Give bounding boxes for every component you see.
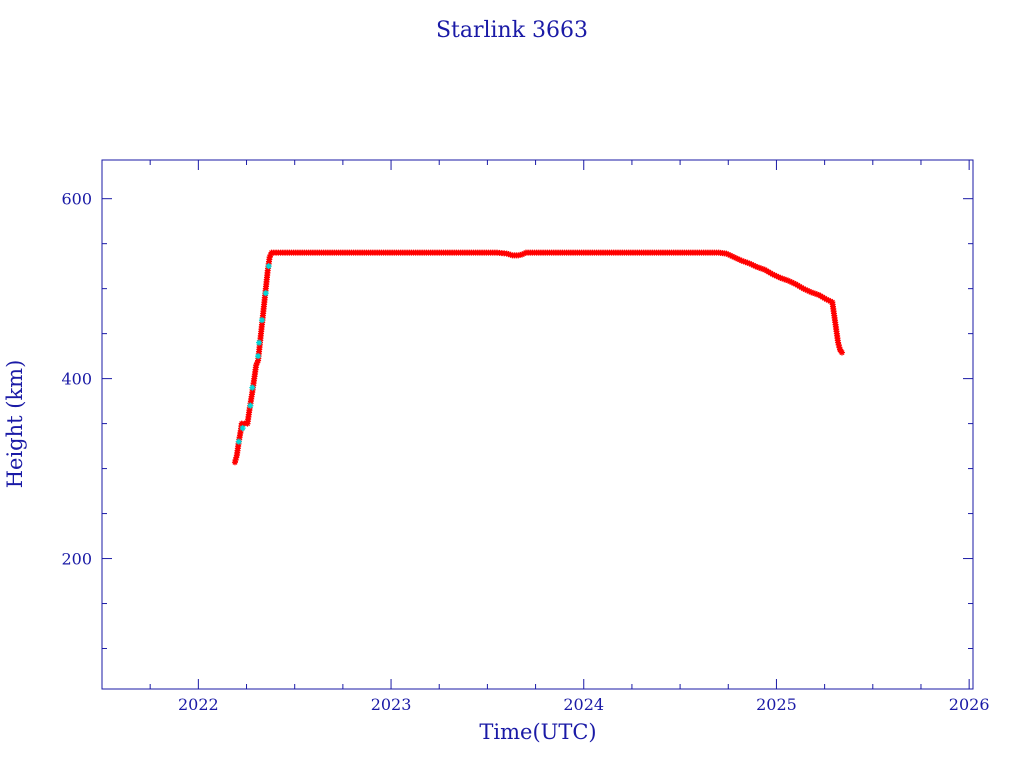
data-point [775, 273, 782, 280]
data-point [838, 349, 845, 356]
data-point [790, 280, 797, 287]
data-point [752, 263, 759, 270]
data-point [781, 276, 788, 283]
data-point [756, 264, 763, 271]
chart-title: Starlink 3663 [436, 18, 588, 43]
data-point [235, 438, 242, 445]
data-point [779, 275, 786, 282]
data-points [231, 249, 845, 466]
data-point [773, 273, 780, 280]
data-point [736, 256, 743, 263]
data-point [823, 296, 830, 303]
data-point [759, 266, 766, 273]
series-0 [231, 249, 845, 466]
data-point [746, 260, 753, 267]
data-point [786, 278, 793, 285]
data-point [256, 339, 263, 346]
data-point [239, 425, 246, 432]
data-point [738, 257, 745, 264]
data-point [808, 289, 815, 296]
tick-labels: 2022 2023 2024 2025 2026 200 400 600 [61, 190, 989, 714]
data-point [519, 251, 526, 258]
data-point [754, 264, 761, 271]
data-point [750, 262, 757, 269]
data-point [723, 250, 730, 257]
data-point [748, 261, 755, 268]
x-tick-label: 2025 [756, 695, 797, 714]
data-point [267, 251, 274, 258]
data-point [258, 317, 265, 324]
data-point [827, 298, 834, 305]
x-tick-label: 2022 [178, 695, 219, 714]
x-axis-label: Time(UTC) [479, 720, 596, 744]
data-point [740, 258, 747, 265]
data-point [262, 290, 269, 297]
data-point [811, 290, 818, 297]
data-point [727, 252, 734, 259]
y-tick-label: 200 [61, 550, 92, 569]
x-tick-label: 2026 [949, 695, 990, 714]
data-point [777, 274, 784, 281]
data-point [810, 289, 817, 296]
data-point [802, 286, 809, 293]
data-point [758, 265, 765, 272]
series-1 [235, 263, 272, 445]
data-point [744, 259, 751, 266]
data-point [825, 297, 832, 304]
data-point [249, 384, 256, 391]
data-point [788, 279, 795, 286]
data-point [813, 291, 820, 298]
data-point [806, 288, 813, 295]
data-point [265, 263, 272, 270]
y-axis-label: Height (km) [3, 360, 27, 489]
x-tick-label: 2024 [563, 695, 604, 714]
data-point [729, 253, 736, 260]
data-point [785, 277, 792, 284]
data-point [253, 362, 260, 369]
data-point [731, 254, 738, 261]
plot-frame [101, 159, 974, 690]
data-point [725, 251, 732, 258]
x-tick-label: 2023 [371, 695, 412, 714]
data-point [734, 255, 741, 262]
data-point [255, 353, 262, 360]
data-point [247, 402, 254, 409]
data-point [742, 259, 749, 266]
data-point [804, 287, 811, 294]
data-point [254, 359, 261, 366]
data-point [521, 250, 528, 257]
data-point [783, 276, 790, 283]
data-point [800, 285, 807, 292]
y-tick-label: 600 [61, 190, 92, 209]
data-point [732, 255, 739, 262]
data-point [266, 254, 273, 261]
data-point [769, 271, 776, 278]
y-tick-label: 400 [61, 370, 92, 389]
axis-ticks [101, 160, 973, 689]
data-point [771, 272, 778, 279]
